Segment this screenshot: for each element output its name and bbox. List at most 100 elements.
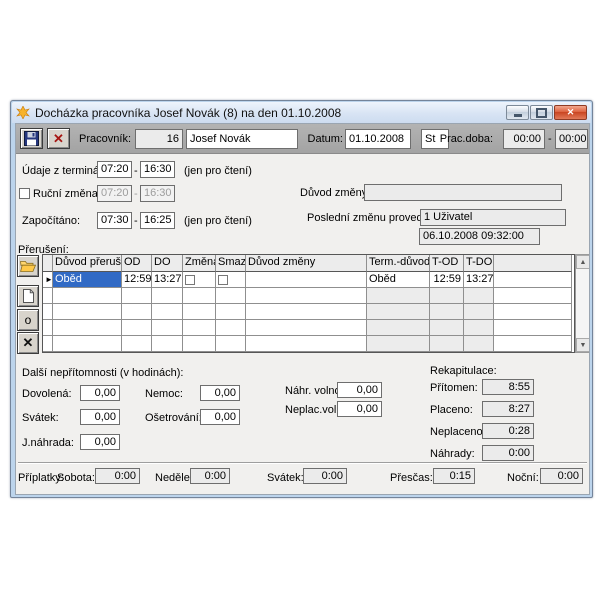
last-change-time-field: 06.10.2008 09:32:00 [419, 228, 540, 245]
row-marker-icon: ► [45, 275, 53, 284]
cell-t-do[interactable]: 13:27 [464, 272, 494, 288]
supplement-label-svatek: Svátek: [267, 472, 304, 484]
grid-header-t-do[interactable]: T-DO [464, 255, 494, 272]
counted-to-field: 16:25 [140, 212, 175, 229]
supplement-field-prescas: 0:15 [433, 468, 475, 484]
zmena-checkbox[interactable] [185, 274, 195, 285]
cell-t-od[interactable]: 12:59 [430, 272, 464, 288]
worker-id-field[interactable]: 16 [135, 129, 183, 149]
client-area: ✕ Pracovník: 16 Josef Novák Datum: 01.10… [15, 123, 590, 495]
grid-header-od[interactable]: OD [122, 255, 152, 272]
worker-name-field[interactable]: Josef Novák [186, 129, 298, 149]
worktime-to-field: 00:00 [555, 129, 588, 149]
terminal-readonly-note: (jen pro čtení) [184, 165, 252, 177]
absence-field-svatek[interactable]: 0,00 [80, 409, 120, 425]
absence-field-neplac-volno[interactable]: 0,00 [337, 401, 382, 417]
recap-field-pritomen: 8:55 [482, 379, 534, 395]
grid-empty-row[interactable] [43, 304, 574, 320]
grid-header-zmena[interactable]: Změna [183, 255, 216, 272]
delete-row-button[interactable]: ✕ [17, 332, 39, 354]
date-field[interactable]: 01.10.2008 [345, 129, 411, 149]
grid-header-reason-change[interactable]: Důvod změny [246, 255, 367, 272]
recap-label-neplaceno: Neplaceno: [430, 426, 486, 438]
supplement-field-nocni: 0:00 [540, 468, 583, 484]
date-label: Datum: [307, 133, 343, 145]
recap-label-nahrady: Náhrady: [430, 448, 475, 460]
supplement-field-svatek: 0:00 [303, 468, 347, 484]
absence-field-osetrovani[interactable]: 0,00 [200, 409, 240, 425]
cell-do[interactable]: 13:27 [152, 272, 183, 288]
row-indicator-cell: ► [43, 272, 53, 288]
supplement-label-prescas: Přesčas: [390, 472, 433, 484]
o-button[interactable]: o [17, 309, 39, 331]
recap-label-placeno: Placeno: [430, 404, 473, 416]
grid-empty-row[interactable] [43, 288, 574, 304]
manual-change-label: Ruční změna: [33, 188, 101, 200]
recap-field-placeno: 8:27 [482, 401, 534, 417]
toolbar: ✕ Pracovník: 16 Josef Novák Datum: 01.10… [16, 124, 589, 154]
app-icon [16, 106, 30, 119]
weekday-field[interactable]: St [421, 129, 449, 149]
recap-field-neplaceno: 0:28 [482, 423, 534, 439]
counted-from-field: 07:30 [97, 212, 132, 229]
supplement-label-nedele: Neděle: [155, 472, 193, 484]
grid-header-do[interactable]: DO [152, 255, 183, 272]
absence-label-nahr-volno: Náhr. volno: [285, 385, 344, 397]
scroll-up-icon: ▲ [579, 258, 587, 266]
smaz-checkbox[interactable] [218, 274, 228, 285]
close-button[interactable]: ✕ [554, 105, 587, 120]
cell-od[interactable]: 12:59 [122, 272, 152, 288]
absence-field-nahr-volno[interactable]: 0,00 [337, 382, 382, 398]
open-folder-icon [20, 260, 36, 273]
absence-label-nemoc: Nemoc: [145, 388, 183, 400]
grid-empty-row[interactable] [43, 336, 574, 352]
absence-field-dovolena[interactable]: 0,00 [80, 385, 120, 401]
grid-empty-row[interactable] [43, 320, 574, 336]
grid-header-smaz[interactable]: Smaz. [216, 255, 246, 272]
absence-field-nemoc[interactable]: 0,00 [200, 385, 240, 401]
absence-field-jnahrada[interactable]: 0,00 [80, 434, 120, 450]
grid-data-row[interactable]: ► Oběd 12:59 13:27 Oběd 12:59 13:27 [43, 272, 574, 288]
open-button[interactable] [17, 255, 39, 277]
worktime-dash: - [548, 133, 552, 145]
cell-smaz[interactable] [216, 272, 246, 288]
last-change-label: Poslední změnu provedl: [307, 212, 429, 224]
grid-header-spacer [494, 255, 572, 272]
supplements-label: Příplatky: [18, 472, 64, 484]
grid-header-t-od[interactable]: T-OD [430, 255, 464, 272]
supplement-field-nedele: 0:00 [190, 468, 230, 484]
cell-reason[interactable]: Oběd [53, 272, 122, 288]
grid-header-indicator [43, 255, 53, 272]
manual-to-field[interactable]: 16:30 [140, 185, 175, 202]
recap-field-nahrady: 0:00 [482, 445, 534, 461]
maximize-button[interactable] [530, 105, 553, 120]
save-button[interactable] [20, 128, 43, 149]
cancel-button[interactable]: ✕ [47, 128, 70, 149]
title-bar[interactable]: Docházka pracovníka Josef Novák (8) na d… [12, 102, 591, 123]
terminal-to-field: 16:30 [140, 161, 175, 178]
new-row-button[interactable] [17, 285, 39, 307]
worktime-from-field: 00:00 [503, 129, 545, 149]
cell-zmena[interactable] [183, 272, 216, 288]
close-icon: ✕ [566, 107, 575, 117]
recap-label-pritomen: Přítomen: [430, 382, 478, 394]
absence-label-jnahrada: J.náhrada: [22, 437, 74, 449]
minimize-button[interactable] [506, 105, 529, 120]
cell-reason-change[interactable] [246, 272, 367, 288]
change-reason-field[interactable] [364, 184, 562, 201]
grid-header-reason[interactable]: Důvod přeruše [53, 255, 122, 272]
absence-label-osetrovani: Ošetrování: [145, 412, 202, 424]
grid-vertical-scrollbar[interactable]: ▲ ▼ [575, 254, 589, 353]
counted-label: Započítáno: [22, 215, 81, 227]
delete-icon: ✕ [22, 335, 34, 350]
recap-label: Rekapitulace: [430, 365, 497, 377]
manual-change-checkbox[interactable] [19, 188, 30, 199]
maximize-icon [536, 107, 547, 118]
supplement-field-sobota: 0:00 [95, 468, 140, 484]
supplement-label-sobota: Sobota: [57, 472, 95, 484]
grid-header-term-reason[interactable]: Term.-důvod [367, 255, 430, 272]
cell-term-reason[interactable]: Oběd [367, 272, 430, 288]
scroll-up-button[interactable]: ▲ [576, 255, 589, 269]
manual-from-field[interactable]: 07:20 [97, 185, 132, 202]
scroll-down-button[interactable]: ▼ [576, 338, 589, 352]
